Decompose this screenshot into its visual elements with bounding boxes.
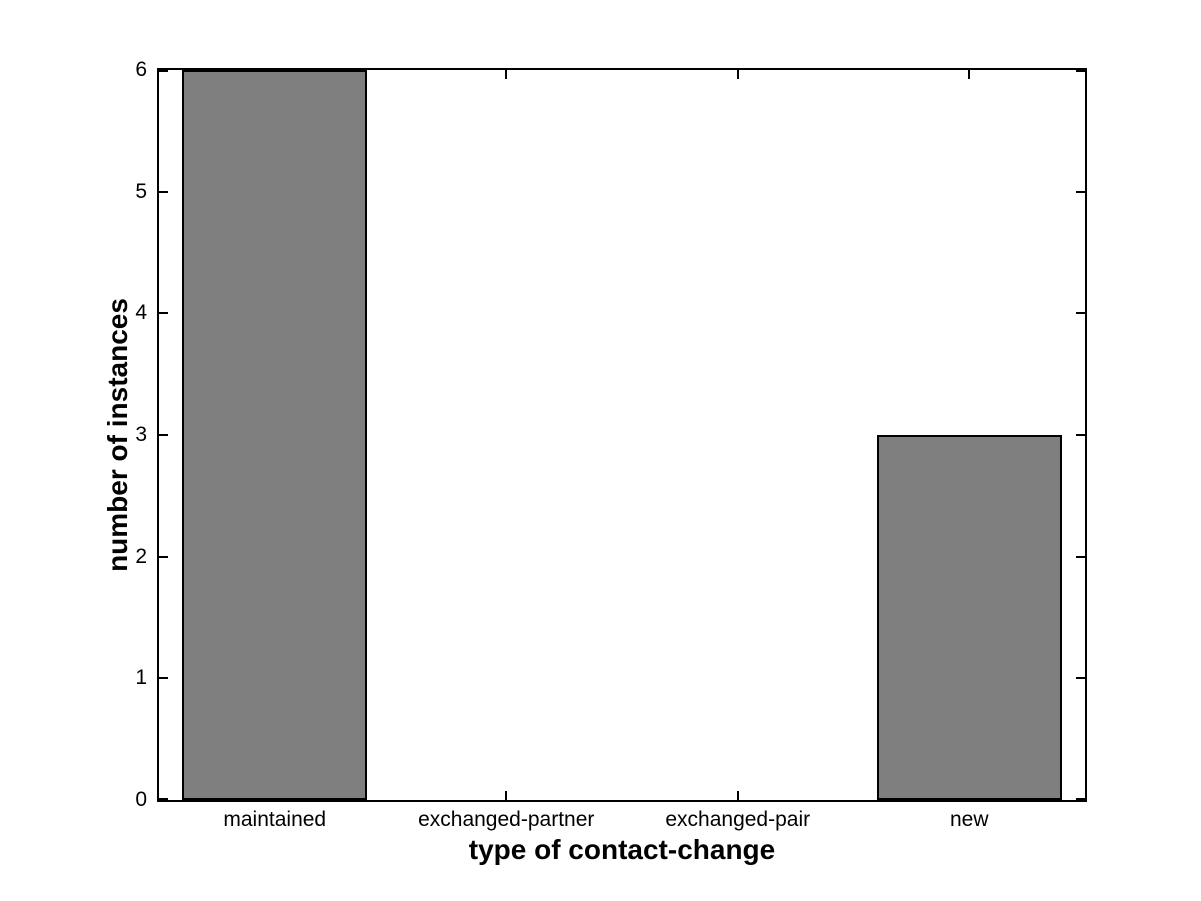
x-tick	[505, 791, 508, 800]
x-tick-mirror	[968, 70, 971, 79]
y-tick-mirror	[1076, 677, 1085, 680]
x-category-label: exchanged-pair	[665, 808, 811, 831]
y-tick	[159, 70, 168, 72]
y-tick	[159, 677, 168, 680]
y-tick-label: 1	[135, 666, 147, 690]
y-tick-mirror	[1076, 798, 1085, 800]
x-category-label: maintained	[223, 808, 327, 831]
x-tick	[736, 791, 739, 800]
x-category-label: new	[949, 808, 989, 831]
plot-area	[157, 68, 1087, 802]
y-tick-mirror	[1076, 70, 1085, 72]
y-tick-label: 4	[135, 301, 147, 325]
y-tick	[159, 312, 168, 315]
y-tick-mirror	[1076, 190, 1085, 193]
bar-maintained	[182, 70, 368, 800]
y-tick-mirror	[1076, 312, 1085, 315]
y-tick-mirror	[1076, 434, 1085, 436]
x-axis-label: type of contact-change	[468, 834, 776, 865]
y-tick	[159, 555, 168, 558]
y-tick-label: 0	[135, 788, 147, 811]
y-tick	[159, 190, 168, 193]
bars-layer	[159, 70, 1085, 800]
y-tick-label: 6	[135, 58, 147, 81]
y-tick-mirror	[1076, 555, 1085, 558]
bar-new	[876, 435, 1062, 800]
x-tick-mirror	[736, 70, 739, 79]
y-tick-label: 5	[135, 179, 147, 203]
y-tick	[159, 798, 168, 800]
x-tick-mirror	[505, 70, 508, 79]
y-tick	[159, 434, 168, 436]
y-tick-label: 2	[135, 544, 147, 568]
y-tick-label: 3	[135, 423, 147, 446]
x-category-label: exchanged-partner	[418, 808, 595, 831]
